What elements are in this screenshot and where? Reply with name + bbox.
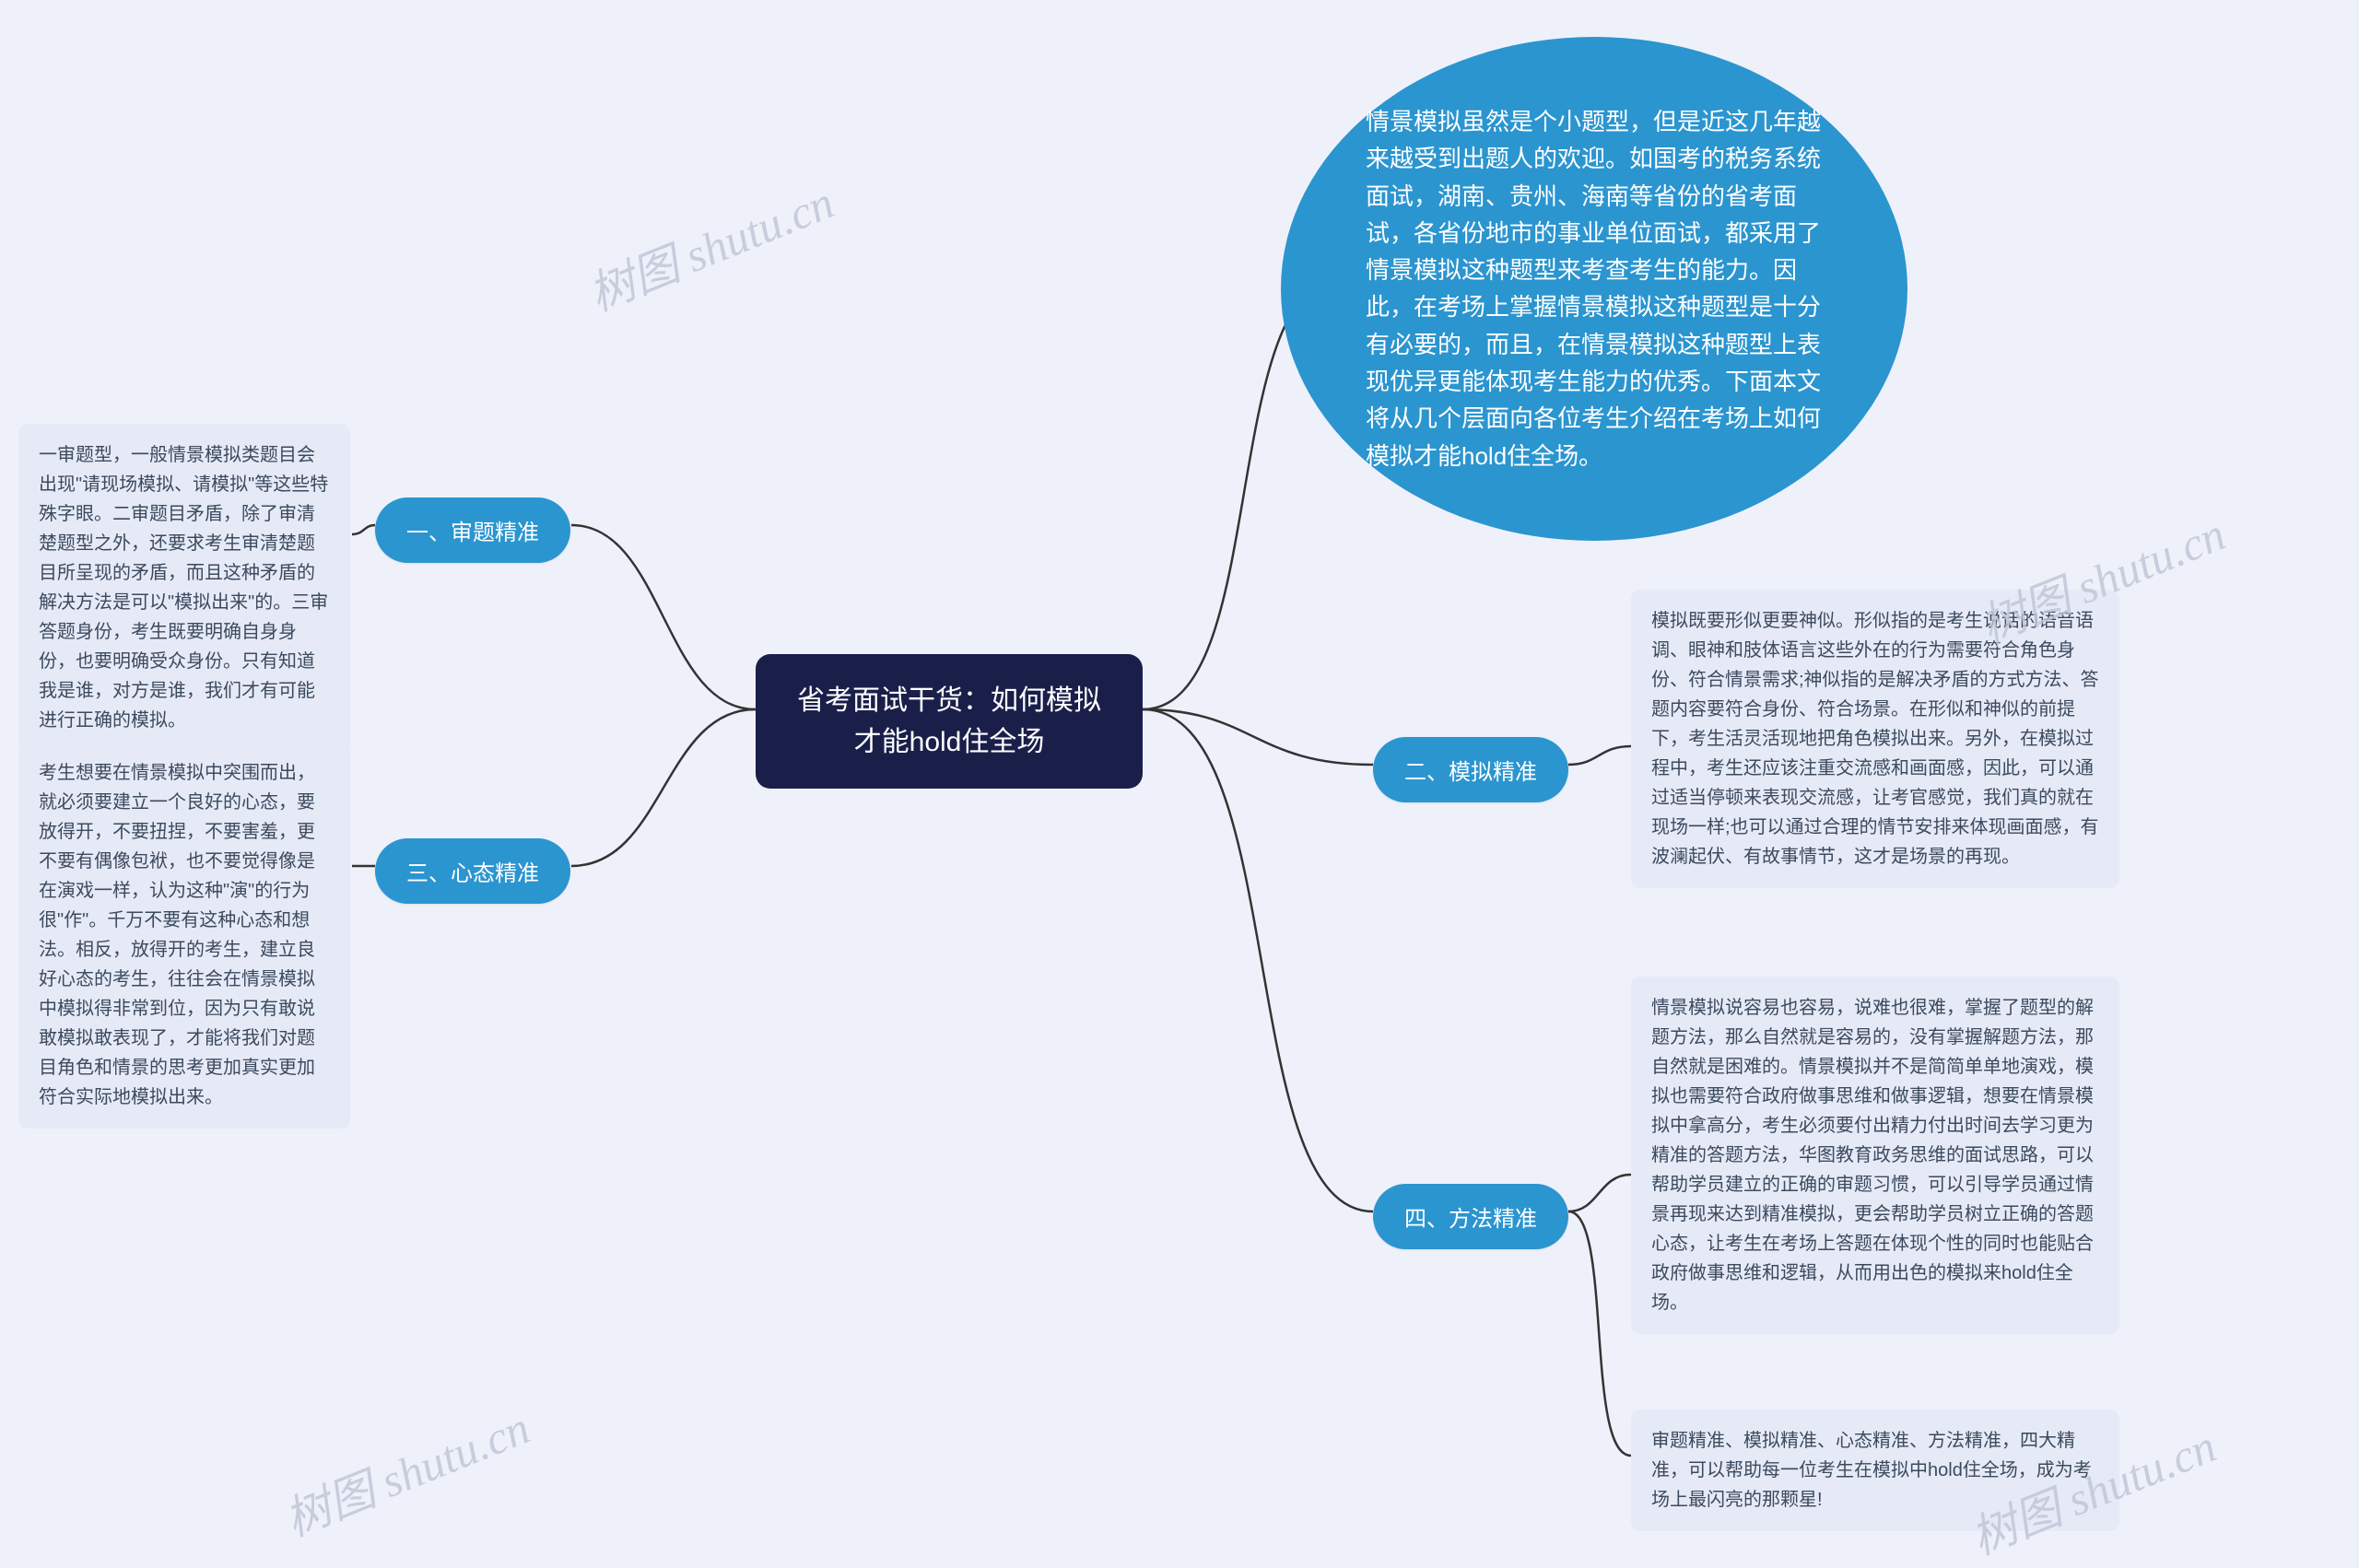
branch-b4-leaf-0: 情景模拟说容易也容易，说难也很难，掌握了题型的解题方法，那么自然就是容易的，没有…: [1631, 977, 2119, 1334]
branch-b4-pill: 四、方法精准: [1373, 1184, 1568, 1249]
branch-b2-pill: 二、模拟精准: [1373, 737, 1568, 802]
edge: [1143, 709, 1373, 1211]
edge: [1568, 1211, 1631, 1456]
branch-b2-leaf: 模拟既要形似更要神似。形似指的是考生说话的语音语调、眼神和肢体语言这些外在的行为…: [1631, 590, 2119, 888]
branch-b4-leaf-1: 审题精准、模拟精准、心态精准、方法精准，四大精准，可以帮助每一位考生在模拟中ho…: [1631, 1410, 2119, 1531]
intro-ellipse: 情景模拟虽然是个小题型，但是近这几年越来越受到出题人的欢迎。如国考的税务系统面试…: [1281, 37, 1907, 541]
center-node: 省考面试干货：如何模拟才能hold住全场: [756, 654, 1143, 789]
branch-b3-leaf: 考生想要在情景模拟中突围而出，就必须要建立一个良好的心态，要放得开，不要扭捏，不…: [18, 742, 350, 1129]
branch-b1-leaf: 一审题型，一般情景模拟类题目会出现"请现场模拟、请模拟"等这些特殊字眼。二审题目…: [18, 424, 350, 752]
branch-b1-pill: 一、审题精准: [375, 497, 570, 563]
edge: [1568, 1175, 1631, 1211]
watermark: 树图 shutu.cn: [274, 1391, 538, 1550]
branch-b3-pill: 三、心态精准: [375, 838, 570, 904]
edge: [1143, 709, 1373, 765]
edge: [352, 525, 375, 534]
edge: [571, 709, 756, 866]
edge: [1568, 746, 1631, 765]
watermark: 树图 shutu.cn: [578, 166, 842, 324]
edge: [571, 525, 756, 709]
